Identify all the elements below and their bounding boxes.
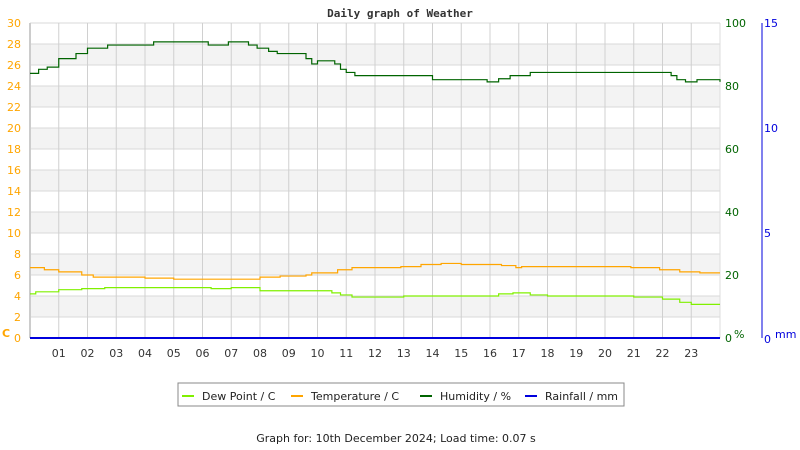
- x-tick-label: 18: [541, 347, 555, 360]
- x-tick-label: 09: [282, 347, 296, 360]
- x-tick-label: 04: [138, 347, 152, 360]
- x-tick-label: 06: [196, 347, 210, 360]
- rain-tick-label: 0: [764, 333, 771, 346]
- legend-label: Rainfall / mm: [545, 390, 618, 403]
- left-tick-label: 6: [14, 269, 21, 282]
- x-tick-label: 19: [569, 347, 583, 360]
- legend: Dew Point / C Temperature / C Humidity / %…: [182, 390, 618, 403]
- right-tick-label: 80: [725, 80, 739, 93]
- x-tick-label: 22: [656, 347, 670, 360]
- left-tick-label: 8: [14, 248, 21, 261]
- left-tick-label: 28: [7, 38, 21, 51]
- series-line-dew: [30, 287, 720, 305]
- left-tick-label: 20: [7, 122, 21, 135]
- rain-axis-unit: mm: [775, 328, 796, 341]
- left-axis-unit: C: [2, 327, 10, 340]
- x-tick-label: 13: [397, 347, 411, 360]
- x-tick-label: 02: [81, 347, 95, 360]
- right-axis-unit: %: [734, 328, 744, 341]
- x-axis-ticks: 01 02 03 04 05 06 07 08 09 10 11 12 13 14 15 16 17 18 19 20…: [52, 347, 699, 360]
- x-tick-label: 12: [368, 347, 382, 360]
- left-tick-label: 10: [7, 227, 21, 240]
- x-tick-label: 14: [426, 347, 440, 360]
- left-tick-label: 22: [7, 101, 21, 114]
- x-tick-label: 20: [598, 347, 612, 360]
- rain-axis-ticks: 0 5 10 15: [764, 17, 778, 346]
- series-line-humidity: [30, 41, 721, 83]
- right-tick-label: 0: [725, 332, 732, 345]
- rain-tick-label: 5: [764, 227, 771, 240]
- right-tick-label: 60: [725, 143, 739, 156]
- x-tick-label: 17: [512, 347, 526, 360]
- x-tick-label: 05: [167, 347, 181, 360]
- grid-lines: [29, 22, 721, 338]
- right-tick-label: 100: [725, 17, 746, 30]
- left-tick-label: 12: [7, 206, 21, 219]
- chart-title: Daily graph of Weather: [327, 7, 473, 20]
- series-line-temperature: [30, 262, 720, 280]
- left-tick-label: 2: [14, 311, 21, 324]
- x-tick-label: 03: [109, 347, 123, 360]
- x-tick-label: 07: [224, 347, 238, 360]
- x-tick-label: 15: [454, 347, 468, 360]
- x-tick-label: 01: [52, 347, 66, 360]
- x-tick-label: 21: [627, 347, 641, 360]
- rain-tick-label: 15: [764, 17, 778, 30]
- right-tick-label: 40: [725, 206, 739, 219]
- x-tick-label: 11: [339, 347, 353, 360]
- left-tick-label: 18: [7, 143, 21, 156]
- footer-text: Graph for: 10th December 2024; Load time…: [256, 432, 536, 445]
- left-tick-label: 16: [7, 164, 21, 177]
- series-lines: [30, 41, 721, 339]
- right-axis-ticks: 0 20 40 60 80 100: [725, 17, 746, 345]
- right-tick-label: 20: [725, 269, 739, 282]
- x-tick-label: 10: [311, 347, 325, 360]
- left-tick-label: 30: [7, 17, 21, 30]
- legend-label: Humidity / %: [440, 390, 511, 403]
- rain-tick-label: 10: [764, 122, 778, 135]
- left-tick-label: 14: [7, 185, 21, 198]
- x-tick-label: 23: [684, 347, 698, 360]
- legend-label: Dew Point / C: [202, 390, 276, 403]
- left-tick-label: 24: [7, 80, 21, 93]
- left-tick-label: 26: [7, 59, 21, 72]
- x-tick-label: 08: [253, 347, 267, 360]
- left-tick-label: 4: [14, 290, 21, 303]
- left-tick-label: 0: [14, 332, 21, 345]
- x-tick-label: 16: [483, 347, 497, 360]
- legend-box: [177, 382, 625, 407]
- legend-label: Temperature / C: [310, 390, 399, 403]
